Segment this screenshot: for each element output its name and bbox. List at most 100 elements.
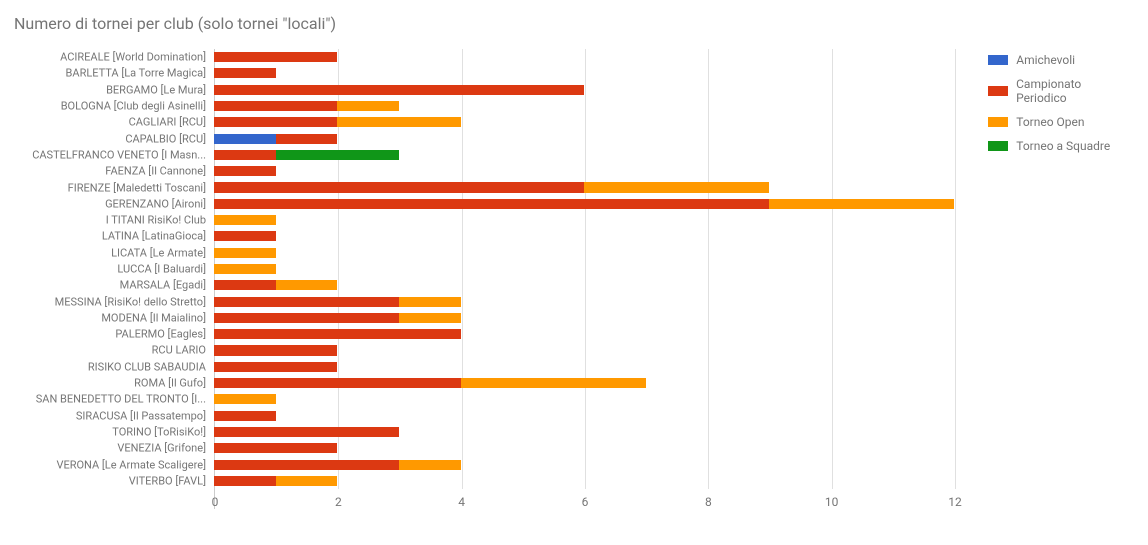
bar-segment-open <box>214 248 276 258</box>
bar-segment-open <box>214 215 276 225</box>
y-axis-label: LUCCA [I Baluardi] <box>117 263 206 276</box>
bar-segment-campionato <box>214 460 399 470</box>
y-axis-label: MODENA [Il Maialino] <box>101 311 206 324</box>
y-axis-label: MARSALA [Egadi] <box>120 279 206 292</box>
bar-row <box>214 427 954 437</box>
bar-segment-open <box>399 460 461 470</box>
legend-swatch <box>988 86 1008 96</box>
bar-segment-campionato <box>214 443 337 453</box>
bar-segment-open <box>276 280 338 290</box>
bar-row <box>214 362 954 372</box>
y-axis-label: LICATA [Le Armate] <box>111 246 206 259</box>
y-axis-label: CAGLIARI [RCU] <box>129 116 206 129</box>
bar-row <box>214 68 954 78</box>
legend-label: Torneo a Squadre <box>1016 139 1110 153</box>
legend: Amichevoli Campionato Periodico Torneo Ope… <box>968 49 1134 529</box>
bar-row <box>214 166 954 176</box>
bar-segment-campionato <box>214 166 276 176</box>
bar-row <box>214 248 954 258</box>
y-axis-label: BERGAMO [Le Mura] <box>106 83 206 96</box>
legend-item-amichevoli: Amichevoli <box>988 53 1134 67</box>
bar-segment-open <box>214 264 276 274</box>
bar-segment-campionato <box>214 199 769 209</box>
legend-label: Torneo Open <box>1016 115 1084 129</box>
bar-row <box>214 264 954 274</box>
bar-row <box>214 85 954 95</box>
bar-row <box>214 52 954 62</box>
x-axis-tick: 6 <box>582 495 589 509</box>
y-axis-label: VERONA [Le Armate Scaligere] <box>56 458 206 471</box>
y-axis-label: GERENZANO [Aironi] <box>105 197 206 210</box>
bars-layer <box>214 49 954 489</box>
legend-item-open: Torneo Open <box>988 115 1134 129</box>
y-axis-label: ROMA [Il Gufo] <box>134 377 206 390</box>
legend-label: Amichevoli <box>1016 53 1075 67</box>
bar-segment-open <box>337 101 399 111</box>
y-axis-label: FIRENZE [Maledetti Toscani] <box>68 181 206 194</box>
bar-row <box>214 460 954 470</box>
bar-row <box>214 443 954 453</box>
bar-row <box>214 101 954 111</box>
x-axis-tick: 10 <box>825 495 839 509</box>
legend-swatch <box>988 55 1008 65</box>
bar-row <box>214 297 954 307</box>
bar-row <box>214 313 954 323</box>
bar-segment-campionato <box>214 182 584 192</box>
y-axis-label: FAENZA [Il Cannone] <box>105 165 206 178</box>
bar-segment-campionato <box>214 378 461 388</box>
bar-row <box>214 182 954 192</box>
x-axis-tick: 8 <box>705 495 712 509</box>
bar-segment-campionato <box>214 52 337 62</box>
x-axis-tick: 2 <box>335 495 342 509</box>
bar-segment-campionato <box>214 362 337 372</box>
chart-title: Numero di tornei per club (solo tornei "… <box>14 14 1134 33</box>
bar-segment-campionato <box>214 411 276 421</box>
bar-segment-open <box>276 476 338 486</box>
bar-row <box>214 134 954 144</box>
bar-segment-campionato <box>214 313 399 323</box>
x-axis-tick: 4 <box>458 495 465 509</box>
legend-item-squadre: Torneo a Squadre <box>988 139 1134 153</box>
bar-segment-campionato <box>214 345 337 355</box>
y-axis-label: BARLETTA [La Torre Magica] <box>66 67 206 80</box>
bar-segment-open <box>399 297 461 307</box>
bar-segment-campionato <box>214 329 461 339</box>
y-axis-label: LATINA [LatinaGioca] <box>102 230 206 243</box>
bar-segment-open <box>399 313 461 323</box>
legend-label: Campionato Periodico <box>1016 77 1134 105</box>
bar-segment-squadre <box>276 150 399 160</box>
y-axis-label: ACIREALE [World Domination] <box>60 51 206 64</box>
y-axis-label: CASTELFRANCO VENETO [I Masn... <box>32 148 206 161</box>
bar-row <box>214 394 954 404</box>
bar-segment-campionato <box>214 117 337 127</box>
bar-row <box>214 231 954 241</box>
bar-row <box>214 117 954 127</box>
y-axis-label: VITERBO [FAVL] <box>129 474 206 487</box>
bar-segment-campionato <box>214 150 276 160</box>
bar-row <box>214 476 954 486</box>
bar-segment-campionato <box>214 231 276 241</box>
bar-segment-campionato <box>276 134 338 144</box>
y-axis-label: BOLOGNA [Club degli Asinelli] <box>61 100 206 113</box>
y-axis-label: PALERMO [Eagles] <box>115 328 206 341</box>
y-axis-label: VENEZIA [Grifone] <box>117 442 206 455</box>
y-axis-label: SIRACUSA [Il Passatempo] <box>76 409 206 422</box>
bar-segment-campionato <box>214 68 276 78</box>
bar-row <box>214 411 954 421</box>
y-axis-label: TORINO [ToRisiKo!] <box>112 425 206 438</box>
y-axis-labels: ACIREALE [World Domination] BARLETTA [La … <box>14 49 214 489</box>
x-axis-tick: 0 <box>212 495 219 509</box>
bar-segment-campionato <box>214 101 337 111</box>
x-axis-tick: 12 <box>948 495 962 509</box>
bar-segment-campionato <box>214 297 399 307</box>
bar-segment-campionato <box>214 280 276 290</box>
bar-segment-open <box>584 182 769 192</box>
chart-container: 0 2 4 6 8 10 12 ACIREALE [World Domination] BAR… <box>14 49 1134 529</box>
y-axis-label: I TITANI RisiKo! Club <box>106 214 206 227</box>
bar-segment-campionato <box>214 427 399 437</box>
bar-segment-campionato <box>214 476 276 486</box>
bar-segment-campionato <box>214 85 584 95</box>
legend-swatch <box>988 117 1008 127</box>
bar-row <box>214 215 954 225</box>
legend-swatch <box>988 141 1008 151</box>
